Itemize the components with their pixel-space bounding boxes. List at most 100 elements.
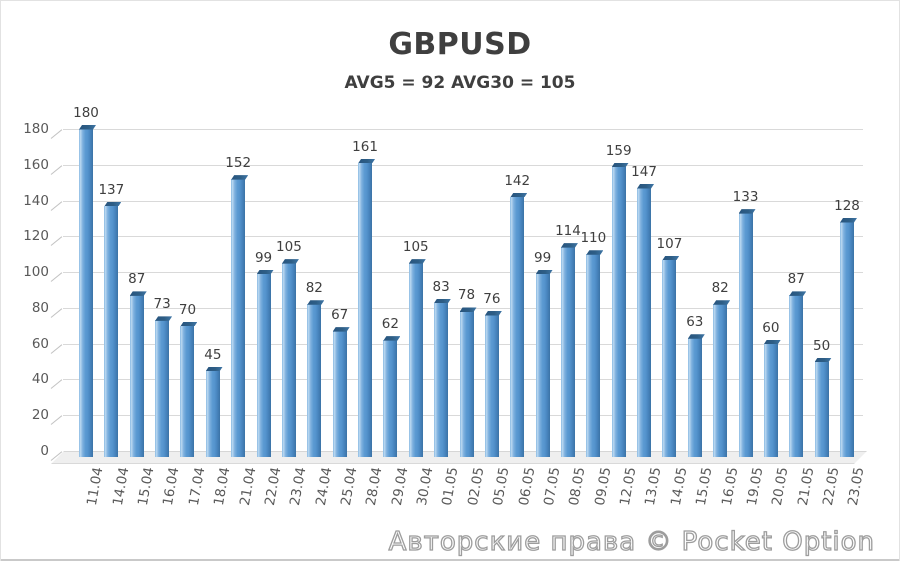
x-axis-label: 21.04 xyxy=(236,466,259,507)
bar xyxy=(434,302,449,457)
y-axis-tick xyxy=(50,379,63,390)
y-axis-tick xyxy=(50,272,63,282)
x-axis-label: 23.04 xyxy=(287,466,310,507)
bar-top-cap xyxy=(155,316,172,321)
x-axis-label: 08.05 xyxy=(566,466,589,507)
bar-top-cap xyxy=(460,307,477,312)
y-axis-label: 140 xyxy=(23,192,49,209)
bar xyxy=(738,213,753,457)
bar-value-label: 133 xyxy=(732,189,759,206)
x-axis-label: 13.05 xyxy=(642,466,665,507)
bar-top-cap xyxy=(206,367,223,372)
bar xyxy=(484,315,499,457)
bar xyxy=(840,222,854,457)
y-axis-label: 120 xyxy=(23,228,49,245)
y-axis-label: 60 xyxy=(31,335,49,352)
bar xyxy=(687,338,702,457)
bar-top-cap xyxy=(637,184,654,189)
chart-subtitle: AVG5 = 92 AVG30 = 105 xyxy=(344,73,576,93)
bar-top-cap xyxy=(104,202,121,207)
y-axis-label: 160 xyxy=(23,156,49,173)
bar xyxy=(256,273,271,457)
bar xyxy=(586,254,601,457)
x-axis-label: 06.05 xyxy=(515,466,538,507)
bar xyxy=(332,331,347,457)
bottom-border-line xyxy=(1,559,899,561)
x-axis-label: 30.04 xyxy=(414,466,437,507)
bar-value-label: 76 xyxy=(483,291,501,308)
bar-value-label: 99 xyxy=(534,249,552,266)
y-axis-label: 180 xyxy=(23,121,49,137)
x-axis-label: 22.04 xyxy=(261,466,285,507)
bar xyxy=(789,295,804,457)
bar-value-label: 128 xyxy=(834,198,860,215)
bar xyxy=(814,361,829,457)
y-axis-label: 100 xyxy=(23,264,49,281)
bar-value-label: 152 xyxy=(225,155,252,172)
bar xyxy=(560,247,575,457)
bar-top-cap xyxy=(739,209,756,214)
bar-top-cap xyxy=(789,291,806,296)
x-axis-label: 01.05 xyxy=(439,466,462,507)
bar xyxy=(281,263,296,457)
x-axis-label: 23.05 xyxy=(845,466,868,507)
x-axis-label: 15.05 xyxy=(693,466,716,507)
x-axis-label: 09.05 xyxy=(591,466,615,507)
y-axis-tick xyxy=(50,343,63,354)
x-axis-label: 19.05 xyxy=(743,466,767,507)
x-axis-label: 14.04 xyxy=(109,466,133,507)
y-axis-tick xyxy=(50,236,63,247)
bar-value-label: 159 xyxy=(605,142,632,159)
bar-top-cap xyxy=(840,218,857,223)
bar-value-label: 99 xyxy=(254,249,273,266)
bar-value-label: 147 xyxy=(631,164,657,181)
bar xyxy=(231,179,246,457)
bar xyxy=(129,295,144,457)
bar xyxy=(713,304,728,457)
bar-top-cap xyxy=(510,193,527,198)
x-axis-label: 02.05 xyxy=(464,466,488,507)
x-axis-label: 17.04 xyxy=(185,466,209,507)
x-axis-label: 14.05 xyxy=(667,466,691,507)
bar-value-label: 78 xyxy=(457,287,476,304)
bar-top-cap xyxy=(130,291,147,296)
bar-top-cap xyxy=(815,358,832,363)
gridline xyxy=(63,272,863,274)
y-axis-label: 0 xyxy=(40,443,49,459)
bar-value-label: 73 xyxy=(153,296,171,313)
bar-value-label: 62 xyxy=(381,316,399,333)
bar-value-label: 110 xyxy=(580,230,607,247)
gridline xyxy=(63,200,863,202)
x-axis-label: 15.04 xyxy=(135,466,158,507)
bar-value-label: 63 xyxy=(686,314,704,331)
y-axis-tick xyxy=(50,415,63,426)
x-axis-label: 20.05 xyxy=(769,466,792,507)
x-axis-label: 22.05 xyxy=(819,466,843,507)
bar-value-label: 67 xyxy=(331,307,349,324)
bar-top-cap xyxy=(561,243,578,248)
bar-top-cap xyxy=(536,270,553,275)
bar-value-label: 142 xyxy=(504,172,531,189)
x-axis-label: 07.05 xyxy=(540,466,564,507)
bar-top-cap xyxy=(307,300,324,305)
bar-top-cap xyxy=(662,256,679,261)
bar-value-label: 70 xyxy=(178,301,197,318)
bar-value-label: 87 xyxy=(787,271,805,288)
y-axis-label: 20 xyxy=(31,407,49,424)
bar-top-cap xyxy=(79,125,96,130)
bar-value-label: 105 xyxy=(276,239,302,256)
bar-top-cap xyxy=(713,300,730,305)
watermark: Авторские права © Pocket Option xyxy=(388,526,875,557)
bar xyxy=(358,162,373,457)
x-axis-label: 28.04 xyxy=(363,466,386,507)
bar-value-label: 82 xyxy=(305,280,323,297)
bar-top-cap xyxy=(409,259,426,264)
gridline xyxy=(63,164,863,166)
bar xyxy=(459,311,474,457)
bar xyxy=(104,205,119,457)
bar xyxy=(611,166,626,457)
bar xyxy=(383,340,398,457)
bar xyxy=(510,196,525,457)
